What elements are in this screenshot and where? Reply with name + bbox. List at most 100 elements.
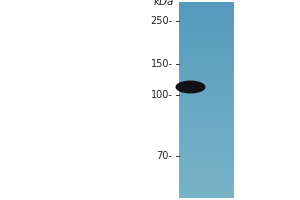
Bar: [178, 137, 234, 139]
Bar: [178, 113, 234, 115]
Bar: [178, 28, 234, 30]
Bar: [178, 72, 234, 74]
Bar: [178, 167, 234, 169]
Bar: [178, 46, 234, 48]
Bar: [178, 60, 234, 62]
Bar: [178, 152, 234, 154]
Bar: [178, 165, 234, 167]
Bar: [178, 139, 234, 141]
Bar: [178, 154, 234, 156]
Bar: [178, 150, 234, 152]
Bar: [178, 16, 234, 18]
Bar: [178, 186, 234, 188]
Bar: [178, 163, 234, 165]
Bar: [178, 54, 234, 56]
Bar: [178, 59, 234, 61]
Bar: [178, 33, 234, 35]
Bar: [178, 90, 234, 92]
Text: 150-: 150-: [151, 59, 172, 69]
Bar: [178, 8, 234, 10]
Bar: [178, 101, 234, 103]
Bar: [178, 155, 234, 157]
Bar: [178, 188, 234, 190]
Bar: [178, 44, 234, 46]
Bar: [178, 5, 234, 7]
Bar: [178, 118, 234, 120]
Bar: [178, 103, 234, 105]
Bar: [178, 162, 234, 164]
Bar: [178, 6, 234, 9]
Bar: [178, 36, 234, 38]
Bar: [178, 13, 234, 15]
Ellipse shape: [176, 81, 206, 94]
Bar: [178, 111, 234, 113]
Bar: [178, 136, 234, 138]
Text: 70-: 70-: [157, 151, 172, 161]
Bar: [178, 119, 234, 121]
Bar: [178, 185, 234, 187]
Bar: [178, 70, 234, 72]
Bar: [178, 42, 234, 44]
Bar: [178, 191, 234, 193]
Bar: [178, 64, 234, 66]
Text: kDa: kDa: [153, 0, 174, 7]
Bar: [178, 147, 234, 149]
Bar: [178, 85, 234, 87]
Bar: [178, 77, 234, 79]
Bar: [178, 65, 234, 67]
Bar: [178, 109, 234, 111]
Bar: [178, 194, 234, 196]
Bar: [178, 3, 234, 5]
Bar: [178, 157, 234, 159]
Bar: [178, 181, 234, 183]
Bar: [178, 15, 234, 17]
Bar: [178, 75, 234, 77]
Bar: [178, 122, 234, 124]
Bar: [178, 21, 234, 23]
Bar: [178, 145, 234, 147]
Bar: [178, 24, 234, 26]
Bar: [178, 106, 234, 108]
Bar: [178, 160, 234, 162]
Bar: [178, 132, 234, 134]
Bar: [178, 121, 234, 123]
Bar: [178, 2, 234, 4]
Bar: [178, 173, 234, 175]
Bar: [178, 175, 234, 177]
Bar: [178, 142, 234, 144]
Bar: [178, 38, 234, 40]
Bar: [178, 180, 234, 182]
Bar: [178, 124, 234, 126]
Bar: [178, 80, 234, 82]
Bar: [178, 100, 234, 102]
Bar: [178, 39, 234, 41]
Bar: [178, 10, 234, 12]
Bar: [178, 196, 234, 198]
Bar: [178, 69, 234, 71]
Text: 100-: 100-: [151, 90, 172, 100]
Bar: [178, 11, 234, 13]
Bar: [178, 51, 234, 53]
Bar: [178, 20, 234, 22]
Bar: [178, 29, 234, 31]
Bar: [178, 131, 234, 133]
Bar: [178, 73, 234, 75]
Bar: [178, 31, 234, 33]
Bar: [178, 149, 234, 151]
Bar: [178, 88, 234, 90]
Bar: [178, 176, 234, 178]
Bar: [178, 193, 234, 195]
Bar: [178, 34, 234, 36]
Bar: [178, 104, 234, 107]
Bar: [178, 78, 234, 80]
Bar: [178, 26, 234, 28]
Bar: [178, 57, 234, 59]
Bar: [178, 116, 234, 118]
Bar: [178, 98, 234, 100]
Bar: [178, 91, 234, 93]
Bar: [178, 171, 234, 173]
Bar: [178, 95, 234, 97]
Bar: [178, 158, 234, 160]
Bar: [178, 55, 234, 58]
Bar: [178, 67, 234, 69]
